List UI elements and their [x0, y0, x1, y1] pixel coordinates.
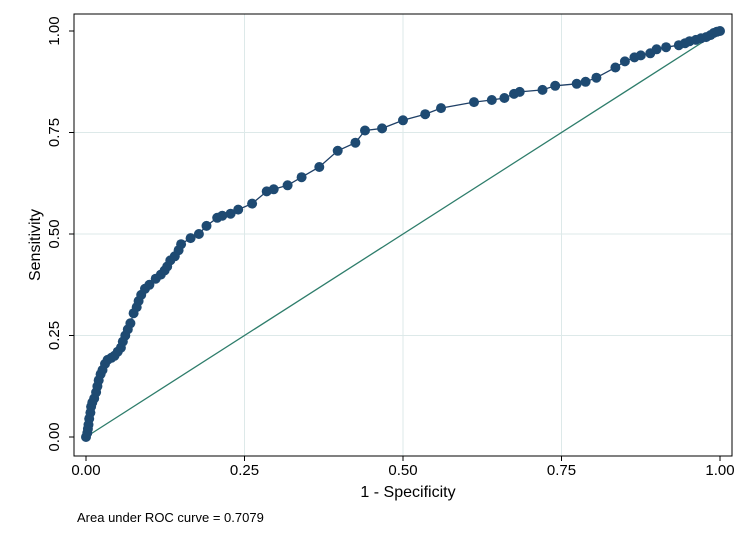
roc-point: [469, 97, 479, 108]
roc-point: [715, 26, 725, 36]
roc-point: [217, 210, 228, 221]
roc-point: [486, 95, 497, 105]
roc-point: [282, 180, 293, 191]
roc-point: [436, 103, 446, 114]
roc-point: [268, 184, 279, 195]
roc-point: [144, 279, 155, 290]
y-tick-label: 0.50: [46, 219, 63, 248]
roc-point: [550, 80, 561, 91]
roc-point: [176, 239, 187, 250]
roc-point: [610, 62, 621, 73]
reference-line: [85, 30, 721, 438]
roc-point: [661, 42, 672, 53]
x-tick-label: 1.00: [705, 462, 734, 479]
roc-point: [398, 115, 408, 126]
grid-lines: [74, 14, 732, 456]
x-axis-title: 1 - Specificity: [360, 484, 455, 501]
roc-point: [420, 109, 431, 120]
x-tick-label: 0.25: [230, 462, 259, 479]
reference-line-group: [85, 30, 721, 438]
y-tick-label: 0.25: [46, 321, 63, 350]
roc-point: [125, 318, 136, 329]
roc-point: [571, 78, 582, 89]
roc-point: [377, 123, 388, 134]
roc-point: [332, 145, 343, 156]
roc-markers-group: [81, 26, 725, 442]
y-axis-title: Sensitivity: [27, 209, 44, 281]
roc-point: [185, 233, 196, 244]
roc-point: [635, 50, 646, 61]
roc-point: [247, 198, 258, 209]
roc-point: [350, 137, 361, 148]
auc-note: Area under ROC curve = 0.7079: [77, 510, 264, 525]
roc-point: [619, 56, 630, 67]
roc-point: [233, 204, 244, 215]
x-tick-label: 0.00: [71, 462, 100, 479]
roc-point: [580, 76, 591, 87]
roc-point: [499, 93, 510, 103]
roc-point: [514, 86, 525, 97]
roc-point: [296, 172, 307, 183]
roc-point: [651, 44, 662, 55]
y-tick-label: 1.00: [46, 16, 63, 45]
roc-point: [591, 72, 602, 83]
y-tick-label: 0.75: [46, 118, 63, 147]
roc-point: [193, 229, 204, 239]
axes: 0.00 0.25 0.50 0.75 1.00 0.00 0.25 0.50 0.75 1.00: [46, 16, 735, 479]
roc-point: [225, 208, 236, 219]
roc-point: [314, 162, 325, 172]
roc-point: [201, 220, 212, 231]
x-tick-label: 0.50: [388, 462, 417, 479]
roc-point: [360, 125, 370, 136]
x-tick-label: 0.75: [547, 462, 576, 479]
roc-point: [537, 84, 548, 95]
y-tick-label: 0.00: [46, 422, 63, 451]
